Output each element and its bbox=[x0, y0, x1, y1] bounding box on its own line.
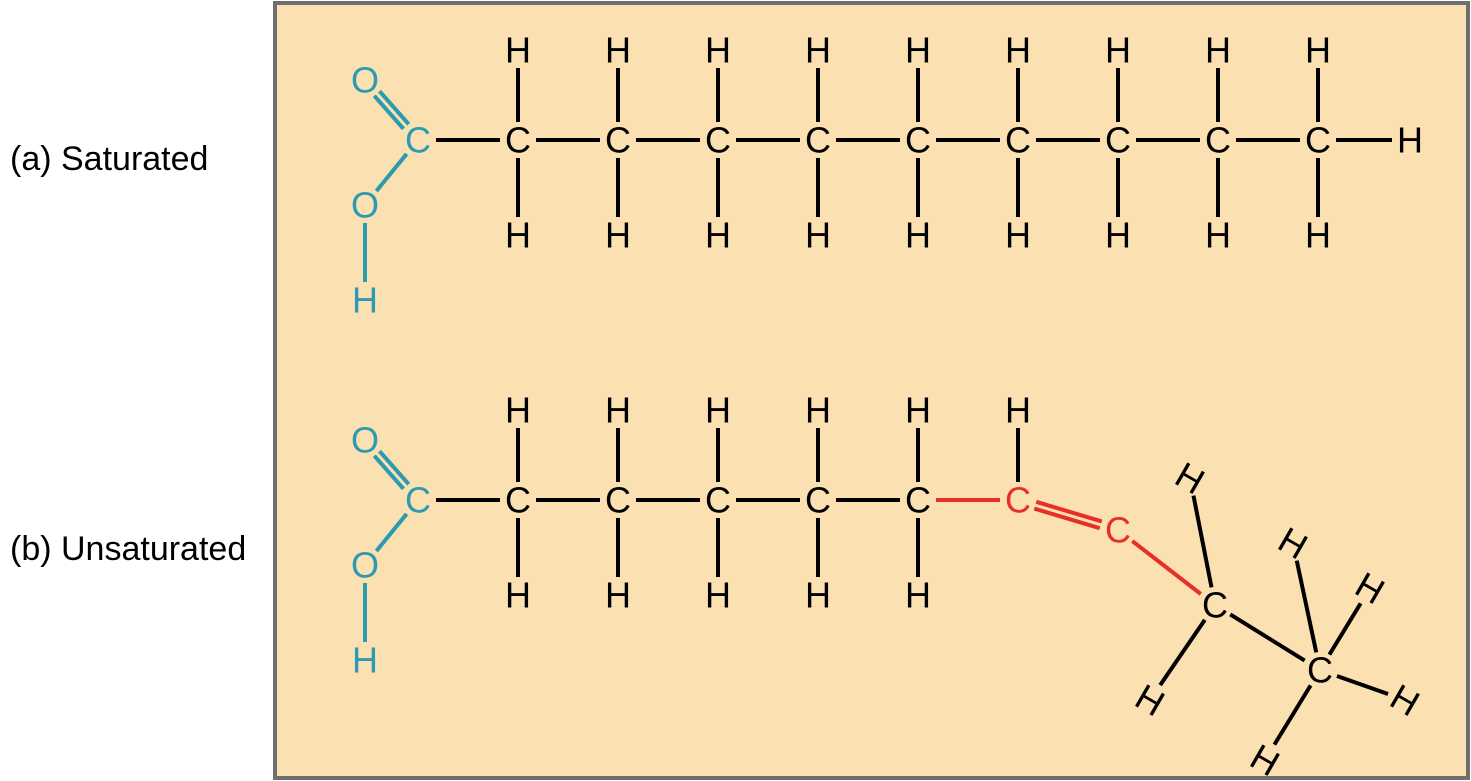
atom-H: H bbox=[1305, 30, 1331, 71]
atom-H: H bbox=[705, 30, 731, 71]
atom-C: C bbox=[805, 120, 831, 161]
atom-C: C bbox=[1205, 120, 1231, 161]
atom-H: H bbox=[1005, 390, 1031, 431]
atom-H: H bbox=[505, 215, 531, 256]
atom-C: C bbox=[705, 480, 731, 521]
atom-O: O bbox=[351, 185, 379, 226]
atom-C: C bbox=[1305, 120, 1331, 161]
atom-C: C bbox=[505, 120, 531, 161]
atom-H: H bbox=[605, 575, 631, 616]
atom-C: C bbox=[1105, 510, 1131, 551]
atom-C: C bbox=[505, 480, 531, 521]
atom-C: C bbox=[1105, 120, 1131, 161]
atom-C: C bbox=[605, 120, 631, 161]
atom-C: C bbox=[405, 480, 431, 521]
atom-H: H bbox=[605, 30, 631, 71]
diagram-panel bbox=[275, 3, 1468, 778]
atom-C: C bbox=[905, 120, 931, 161]
atom-C: C bbox=[1202, 585, 1228, 626]
atom-C: C bbox=[405, 120, 431, 161]
atom-H: H bbox=[1397, 120, 1423, 161]
atom-H: H bbox=[905, 215, 931, 256]
atom-H: H bbox=[1005, 30, 1031, 71]
atom-C: C bbox=[705, 120, 731, 161]
atom-C: C bbox=[1005, 120, 1031, 161]
atom-H: H bbox=[905, 575, 931, 616]
molecule-diagram: OCOHCCCCCCCCCHHHHHHHHHHHHHHHHHHHOCOHCCCC… bbox=[0, 0, 1471, 781]
atom-H: H bbox=[1005, 215, 1031, 256]
atom-C: C bbox=[1307, 650, 1333, 691]
atom-H: H bbox=[705, 215, 731, 256]
figure-root: (a) Saturated (b) Unsaturated OCOHCCCCCC… bbox=[0, 0, 1471, 781]
atom-H: H bbox=[805, 30, 831, 71]
atom-H: H bbox=[505, 575, 531, 616]
atom-C: C bbox=[605, 480, 631, 521]
atom-H: H bbox=[505, 390, 531, 431]
atom-H: H bbox=[352, 640, 378, 681]
atom-H: H bbox=[605, 390, 631, 431]
atom-O: O bbox=[351, 420, 379, 461]
atom-H: H bbox=[1105, 30, 1131, 71]
label-saturated: (a) Saturated bbox=[10, 140, 208, 179]
atom-H: H bbox=[1205, 30, 1231, 71]
atom-H: H bbox=[352, 280, 378, 321]
atom-H: H bbox=[805, 390, 831, 431]
atom-C: C bbox=[905, 480, 931, 521]
atom-H: H bbox=[1205, 215, 1231, 256]
label-unsaturated: (b) Unsaturated bbox=[10, 530, 246, 569]
atom-O: O bbox=[351, 545, 379, 586]
atom-H: H bbox=[805, 575, 831, 616]
atom-H: H bbox=[805, 215, 831, 256]
atom-H: H bbox=[905, 390, 931, 431]
atom-O: O bbox=[351, 60, 379, 101]
atom-H: H bbox=[1305, 215, 1331, 256]
atom-H: H bbox=[505, 30, 531, 71]
atom-H: H bbox=[705, 390, 731, 431]
atom-H: H bbox=[705, 575, 731, 616]
atom-H: H bbox=[605, 215, 631, 256]
atom-H: H bbox=[905, 30, 931, 71]
atom-C: C bbox=[1005, 480, 1031, 521]
atom-H: H bbox=[1105, 215, 1131, 256]
atom-C: C bbox=[805, 480, 831, 521]
